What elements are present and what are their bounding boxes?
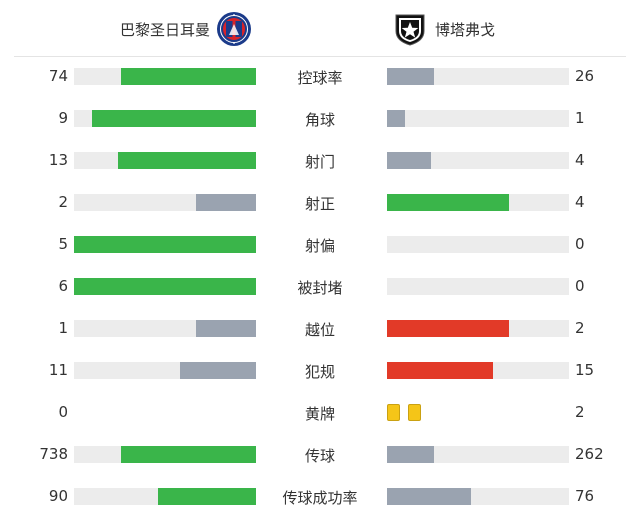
yellow-card-icon xyxy=(408,404,421,421)
away-stat-value: 2 xyxy=(575,319,585,337)
away-team[interactable]: 博塔弗戈 xyxy=(392,10,495,48)
away-stat-bar-fill xyxy=(387,320,509,337)
home-stat-value: 6 xyxy=(58,277,68,295)
away-stat-bar xyxy=(387,362,569,379)
stat-row: 74 控球率 26 xyxy=(0,55,640,97)
away-stat-value: 4 xyxy=(575,151,585,169)
away-stat-bar xyxy=(387,194,569,211)
stat-label: 传球成功率 xyxy=(282,489,358,507)
home-stat-value: 5 xyxy=(58,235,68,253)
away-stat-bar xyxy=(387,236,569,253)
home-stat-value: 738 xyxy=(39,445,68,463)
psg-crest-icon xyxy=(217,12,252,46)
home-stat-bar xyxy=(74,320,256,337)
stat-row: 0 黄牌 2 xyxy=(0,391,640,433)
away-stat-bar xyxy=(387,68,569,85)
home-stat-bar xyxy=(74,68,256,85)
stat-label: 越位 xyxy=(304,321,335,339)
home-stat-value: 1 xyxy=(58,319,68,337)
home-stat-value: 90 xyxy=(48,487,68,505)
home-stat-value: 74 xyxy=(48,67,68,85)
home-stat-bar-fill xyxy=(121,68,256,85)
stats-list: 74 控球率 26 9 角球 1 13 射门 4 2 射正 4 5 射偏 0 6 被封堵 0 1 越位 2 11 犯规 15 0… xyxy=(0,55,640,517)
away-stat-bar-fill xyxy=(387,488,471,505)
home-stat-bar xyxy=(74,488,256,505)
away-stat-bar-fill xyxy=(387,68,434,85)
stat-label: 被封堵 xyxy=(297,279,343,297)
stat-label: 控球率 xyxy=(297,69,343,87)
away-stat-bar xyxy=(387,446,569,463)
away-stat-value: 262 xyxy=(575,445,604,463)
home-stat-value: 11 xyxy=(48,361,68,379)
away-stat-bar-fill xyxy=(387,110,405,127)
home-stat-bar-fill xyxy=(196,194,256,211)
away-stat-value: 4 xyxy=(575,193,585,211)
home-stat-bar-fill xyxy=(74,236,256,253)
stat-row: 9 角球 1 xyxy=(0,97,640,139)
away-stat-value: 76 xyxy=(575,487,595,505)
away-stat-bar xyxy=(387,152,569,169)
away-stat-value: 15 xyxy=(575,361,595,379)
stat-row: 11 犯规 15 xyxy=(0,349,640,391)
home-stat-bar-fill xyxy=(196,320,256,337)
away-stat-bar-fill xyxy=(387,362,493,379)
home-stat-bar-fill xyxy=(180,362,256,379)
home-stat-bar-fill xyxy=(121,446,256,463)
home-team[interactable]: 巴黎圣日耳曼 xyxy=(120,10,252,48)
home-stat-bar xyxy=(74,236,256,253)
stat-row: 2 射正 4 xyxy=(0,181,640,223)
home-stat-bar-fill xyxy=(74,278,256,295)
home-stat-value: 0 xyxy=(58,403,68,421)
home-stat-bar xyxy=(74,110,256,127)
away-stat-bar xyxy=(387,110,569,127)
stat-label: 射门 xyxy=(304,153,335,171)
away-stat-value: 2 xyxy=(575,403,585,421)
away-stat-bar xyxy=(387,488,569,505)
away-stat-bar xyxy=(387,320,569,337)
home-stat-bar xyxy=(74,446,256,463)
home-stat-value: 9 xyxy=(58,109,68,127)
match-header: 巴黎圣日耳曼 博塔弗戈 xyxy=(0,0,640,56)
home-stat-bar-fill xyxy=(92,110,256,127)
home-stat-bar xyxy=(74,362,256,379)
home-stat-value: 13 xyxy=(48,151,68,169)
home-stat-bar xyxy=(74,194,256,211)
away-stat-bar xyxy=(387,278,569,295)
header-divider xyxy=(14,56,626,57)
stat-row: 5 射偏 0 xyxy=(0,223,640,265)
stat-row: 90 传球成功率 76 xyxy=(0,475,640,517)
botafogo-crest-icon xyxy=(395,14,425,46)
away-team-name: 博塔弗戈 xyxy=(435,20,496,39)
home-stat-value: 2 xyxy=(58,193,68,211)
away-stat-value: 0 xyxy=(575,235,585,253)
stat-label: 角球 xyxy=(304,111,335,129)
stat-label: 犯规 xyxy=(304,363,335,381)
stat-label: 射偏 xyxy=(304,237,335,255)
home-stat-bar-fill xyxy=(118,152,256,169)
away-stat-value: 0 xyxy=(575,277,585,295)
home-stat-bar-fill xyxy=(158,488,256,505)
stat-row: 13 射门 4 xyxy=(0,139,640,181)
yellow-card-icon xyxy=(387,404,400,421)
stat-row: 1 越位 2 xyxy=(0,307,640,349)
away-stat-bar-fill xyxy=(387,152,431,169)
home-stat-bar xyxy=(74,278,256,295)
home-stat-bar xyxy=(74,152,256,169)
stat-row: 738 传球 262 xyxy=(0,433,640,475)
home-team-name: 巴黎圣日耳曼 xyxy=(120,20,211,39)
stat-label: 黄牌 xyxy=(304,405,335,423)
stat-label: 射正 xyxy=(304,195,335,213)
away-stat-bar-fill xyxy=(387,446,434,463)
away-stat-bar-fill xyxy=(387,194,509,211)
stat-row: 6 被封堵 0 xyxy=(0,265,640,307)
away-stat-value: 1 xyxy=(575,109,585,127)
away-stat-value: 26 xyxy=(575,67,595,85)
stat-label: 传球 xyxy=(304,447,335,465)
away-yellow-cards xyxy=(387,404,429,421)
